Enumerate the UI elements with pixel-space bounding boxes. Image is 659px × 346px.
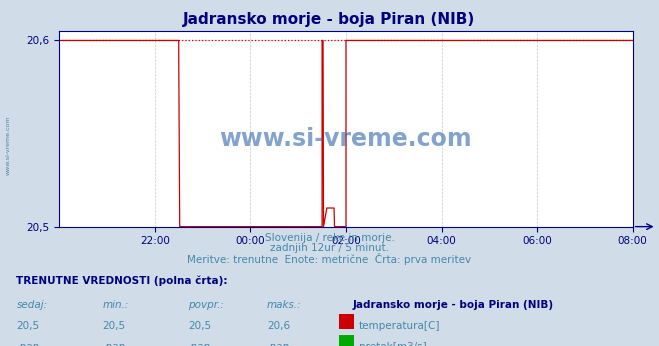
Text: www.si-vreme.com: www.si-vreme.com (5, 116, 11, 175)
Text: TRENUTNE VREDNOSTI (polna črta):: TRENUTNE VREDNOSTI (polna črta): (16, 275, 228, 286)
Text: 20,5: 20,5 (16, 321, 40, 331)
Text: -nan: -nan (267, 342, 290, 346)
Text: povpr.:: povpr.: (188, 300, 223, 310)
Text: www.si-vreme.com: www.si-vreme.com (219, 127, 473, 151)
Text: -nan: -nan (188, 342, 211, 346)
Text: Jadransko morje - boja Piran (NIB): Jadransko morje - boja Piran (NIB) (183, 12, 476, 27)
Text: 20,5: 20,5 (102, 321, 125, 331)
Text: -nan: -nan (16, 342, 40, 346)
Text: Jadransko morje - boja Piran (NIB): Jadransko morje - boja Piran (NIB) (353, 300, 554, 310)
Text: min.:: min.: (102, 300, 129, 310)
Text: Slovenija / reke in morje.: Slovenija / reke in morje. (264, 233, 395, 243)
Text: zadnjih 12ur / 5 minut.: zadnjih 12ur / 5 minut. (270, 243, 389, 253)
Text: Meritve: trenutne  Enote: metrične  Črta: prva meritev: Meritve: trenutne Enote: metrične Črta: … (187, 253, 472, 265)
Text: 20,6: 20,6 (267, 321, 290, 331)
Text: 20,5: 20,5 (188, 321, 211, 331)
Bar (339, 314, 354, 329)
Text: -nan: -nan (102, 342, 125, 346)
Text: sedaj:: sedaj: (16, 300, 47, 310)
Text: pretok[m3/s]: pretok[m3/s] (359, 342, 427, 346)
Text: maks.:: maks.: (267, 300, 302, 310)
Bar (339, 335, 354, 346)
Text: temperatura[C]: temperatura[C] (359, 321, 441, 331)
